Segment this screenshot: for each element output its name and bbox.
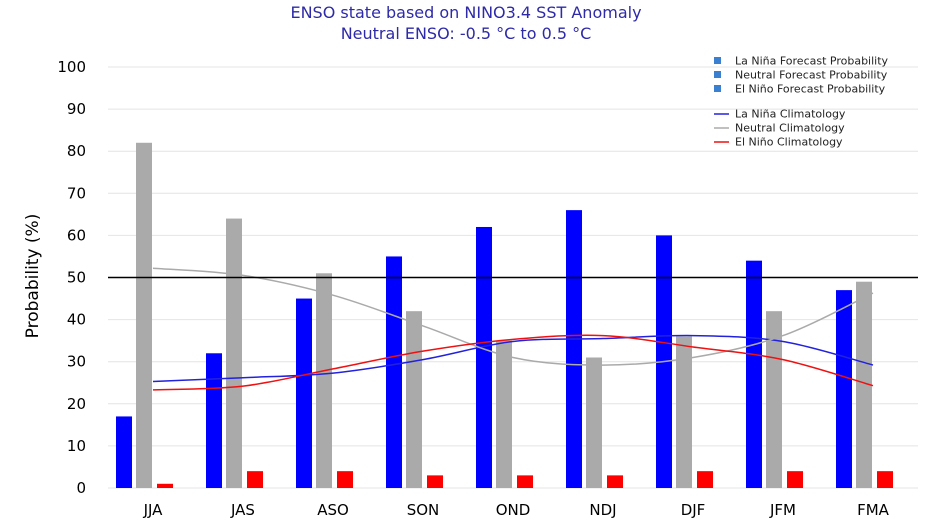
legend-label: La Niña Climatology: [735, 108, 846, 121]
bar-el-nino: [787, 471, 803, 488]
legend-label: Neutral Climatology: [735, 122, 845, 135]
bar-neutral: [316, 273, 332, 488]
x-tick-label: OND: [496, 501, 531, 519]
bar-neutral: [136, 142, 152, 488]
bar-el-nino: [337, 471, 353, 488]
bar-neutral: [856, 281, 872, 488]
y-tick-label: 30: [67, 353, 86, 371]
bar-la-nina: [746, 260, 762, 488]
chart-title: ENSO state based on NINO3.4 SST Anomaly: [290, 3, 641, 22]
y-tick-label: 40: [67, 311, 86, 329]
bar-la-nina: [386, 256, 402, 488]
bar-neutral: [676, 336, 692, 488]
y-tick-label: 60: [67, 226, 86, 244]
bar-la-nina: [476, 226, 492, 489]
bar-la-nina: [566, 210, 582, 488]
bar-el-nino: [247, 471, 263, 488]
x-tick-labels: JJA JAS ASO SON OND NDJ DJF JFM FMA: [143, 501, 890, 519]
bars: [116, 142, 893, 489]
y-tick-label: 10: [67, 437, 86, 455]
y-tick-label: 100: [57, 58, 86, 76]
climatology-line-neutral: [152, 267, 874, 366]
bar-la-nina: [296, 298, 312, 488]
bar-neutral: [226, 218, 242, 488]
y-axis-label: Probability (%): [23, 214, 43, 339]
y-tick-label: 50: [67, 269, 86, 287]
bar-el-nino: [157, 483, 173, 488]
bar-neutral: [766, 311, 782, 488]
bar-neutral: [406, 311, 422, 488]
bar-la-nina: [206, 353, 222, 488]
y-tick-label: 90: [67, 100, 86, 118]
legend-label: El Niño Forecast Probability: [735, 83, 886, 96]
bar-el-nino: [427, 475, 443, 488]
x-tick-label: NDJ: [589, 501, 616, 519]
legend-label: La Niña Forecast Probability: [735, 55, 889, 68]
x-tick-label: DJF: [681, 501, 706, 519]
x-tick-label: JFM: [769, 501, 796, 519]
climatology-line-la-nina: [152, 334, 874, 383]
bar-neutral: [496, 340, 512, 488]
legend-label: El Niño Climatology: [735, 136, 843, 149]
bar-el-nino: [877, 471, 893, 488]
bar-neutral: [586, 357, 602, 488]
x-tick-label: ASO: [317, 501, 349, 519]
bar-el-nino: [697, 471, 713, 488]
legend-label: Neutral Forecast Probability: [735, 69, 888, 82]
x-tick-label: JJA: [143, 501, 164, 519]
y-tick-label: 80: [67, 142, 86, 160]
climatology-line-el-nino: [152, 334, 874, 391]
bar-la-nina: [836, 290, 852, 488]
x-tick-label: FMA: [857, 501, 890, 519]
legend-swatch: [714, 57, 721, 64]
y-tick-label: 0: [76, 479, 86, 497]
y-tick-labels: 0 10 20 30 40 50 60 70 80 90 100: [57, 58, 86, 497]
bar-el-nino: [517, 475, 533, 488]
y-tick-label: 20: [67, 395, 86, 413]
x-tick-label: SON: [407, 501, 440, 519]
legend-swatch: [714, 71, 721, 78]
bar-el-nino: [607, 475, 623, 488]
x-tick-label: JAS: [230, 501, 255, 519]
bar-la-nina: [116, 416, 132, 488]
chart-subtitle: Neutral ENSO: -0.5 °C to 0.5 °C: [341, 24, 592, 43]
climatology-lines: [152, 267, 874, 391]
y-tick-label: 70: [67, 184, 86, 202]
legend-swatch: [714, 85, 721, 92]
